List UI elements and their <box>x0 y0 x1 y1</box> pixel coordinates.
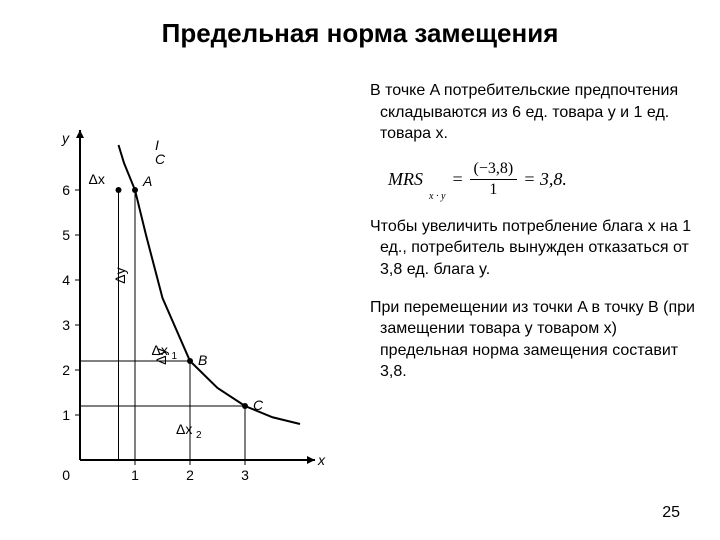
svg-text:1: 1 <box>172 351 178 362</box>
svg-text:1: 1 <box>62 407 70 423</box>
svg-text:y: y <box>61 130 70 146</box>
formula-eq2: = 3,8. <box>523 167 567 191</box>
formula-lhs: MRS <box>388 167 423 191</box>
svg-text:0: 0 <box>62 467 70 483</box>
text-column: В точке A потребительские предпочтения с… <box>370 80 700 399</box>
slide-title: Предельная норма замещения <box>0 18 720 49</box>
paragraph-2: Чтобы увеличить потребление блага x на 1… <box>370 216 700 281</box>
svg-text:2: 2 <box>62 362 70 378</box>
svg-text:2: 2 <box>186 467 194 483</box>
svg-text:6: 6 <box>62 182 70 198</box>
mrs-chart: 1231234560xyICABCΔxΔyΔyΔx1Δx2 <box>40 110 340 490</box>
paragraph-1: В точке A потребительские предпочтения с… <box>370 80 700 145</box>
svg-text:Δx: Δx <box>152 342 168 358</box>
svg-text:C: C <box>253 397 264 413</box>
formula-eq1: = <box>451 167 463 191</box>
page-number: 25 <box>662 504 680 522</box>
svg-text:5: 5 <box>62 227 70 243</box>
mrs-formula: MRS x · y = (−3,8) 1 = 3,8. <box>388 161 700 198</box>
svg-text:IC: IC <box>155 137 166 167</box>
svg-text:4: 4 <box>62 272 70 288</box>
formula-fraction: (−3,8) 1 <box>470 161 518 198</box>
svg-text:B: B <box>198 352 207 368</box>
svg-text:Δx: Δx <box>89 171 105 187</box>
svg-text:1: 1 <box>131 467 139 483</box>
svg-text:A: A <box>142 173 152 189</box>
paragraph-3: При перемещении из точки A в точку B (пр… <box>370 297 700 383</box>
svg-text:2: 2 <box>196 430 202 441</box>
formula-num: (−3,8) <box>470 161 518 180</box>
formula-den: 1 <box>485 180 501 198</box>
formula-sub: x · y <box>429 190 445 204</box>
svg-text:x: x <box>317 452 326 468</box>
svg-text:3: 3 <box>62 317 70 333</box>
svg-text:3: 3 <box>241 467 249 483</box>
svg-text:Δy: Δy <box>112 267 128 283</box>
svg-text:Δx: Δx <box>176 421 192 437</box>
